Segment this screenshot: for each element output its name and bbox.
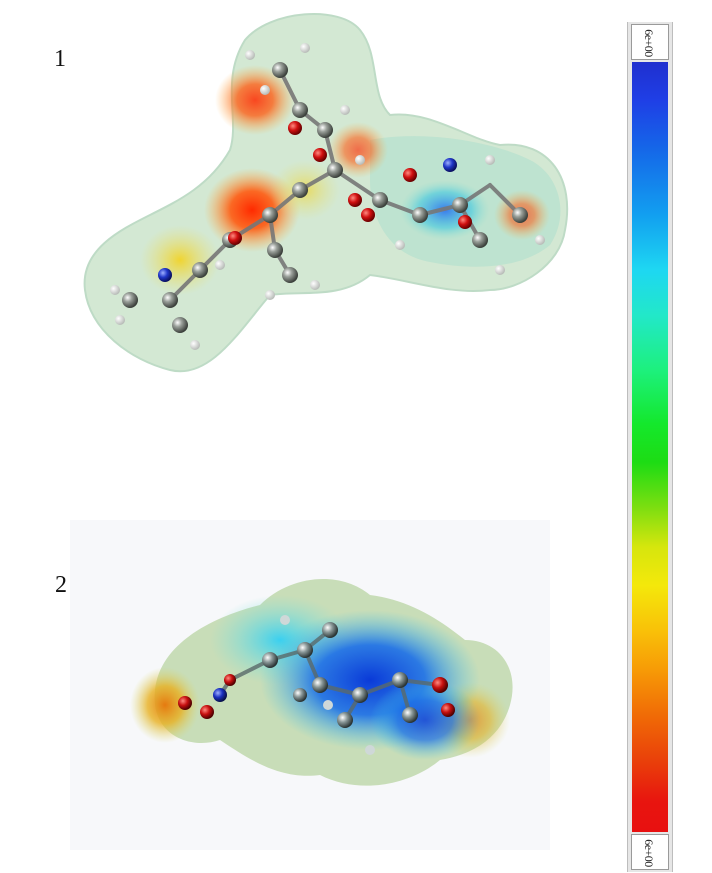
scale-max-label: 6e+00 [642, 29, 656, 57]
scale-min-label-box: 6e+00 [631, 834, 669, 870]
scale-min-label: 6e+00 [642, 839, 656, 867]
molecule-2-esp-surface [70, 520, 550, 850]
color-scale-bar: 6e+00 6e+00 [627, 22, 673, 872]
molecule-1-esp-surface [70, 0, 590, 400]
color-gradient [632, 62, 668, 832]
structure-1-label: 1 [54, 46, 66, 72]
structure-2-label: 2 [55, 572, 67, 598]
molecule-2-render [130, 578, 513, 786]
scale-max-label-box: 6e+00 [631, 24, 669, 60]
molecule-1-render [83, 13, 569, 373]
